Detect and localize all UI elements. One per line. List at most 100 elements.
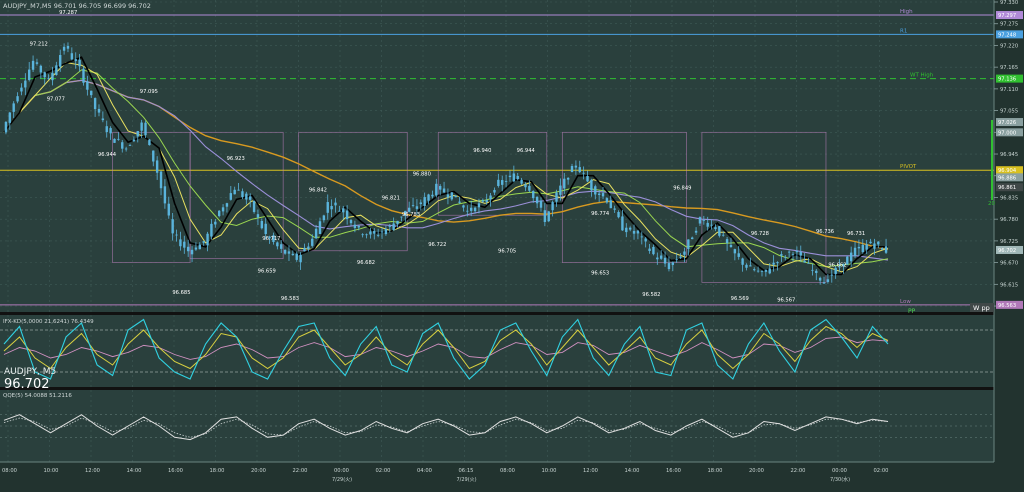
candle-body xyxy=(679,256,682,258)
candle-body xyxy=(830,274,833,276)
candle-body xyxy=(880,248,884,250)
time-tick-label: 00:00 xyxy=(832,468,847,474)
candle-body xyxy=(628,227,632,230)
candle-body xyxy=(233,189,236,195)
candle-body xyxy=(334,202,337,206)
candle-body xyxy=(140,122,143,131)
candle-body xyxy=(694,230,698,233)
candle-body xyxy=(198,244,201,250)
price-tick-label: 97.055 xyxy=(1000,109,1018,115)
candle-body xyxy=(861,244,864,253)
candle-body xyxy=(124,148,128,150)
candle-body xyxy=(268,236,271,239)
candle-body xyxy=(838,266,841,268)
candle-body xyxy=(706,222,709,227)
time-axis[interactable] xyxy=(0,462,994,492)
candle-body xyxy=(303,247,306,252)
candle-body xyxy=(760,270,764,272)
candle-body xyxy=(753,269,756,271)
price-tick-label: 97.275 xyxy=(1000,22,1018,28)
ma-violet-line xyxy=(3,79,889,261)
price-tick-label: 96.835 xyxy=(1000,195,1018,201)
price-tag-box xyxy=(996,166,1023,175)
price-tags: 97.29797.24897.13697.02697.00096.90496.8… xyxy=(996,11,1023,309)
price-annotation: 96.659 xyxy=(258,268,276,274)
date-label: 7/30(水) xyxy=(830,476,850,483)
time-tick-label: 02:00 xyxy=(874,468,889,474)
price-annotation: 96.736 xyxy=(816,229,834,235)
pane-separator-1[interactable] xyxy=(0,312,994,315)
price-tag-box xyxy=(996,173,1023,182)
candle-body xyxy=(621,216,624,231)
candle-body xyxy=(97,108,101,113)
candle-body xyxy=(55,65,58,75)
candle-body xyxy=(873,243,876,249)
price-tick-label: 96.780 xyxy=(1000,217,1018,223)
wpp-label: W pp xyxy=(973,304,990,312)
candle-body xyxy=(578,167,581,173)
date-label: 7/29(火) xyxy=(457,477,477,483)
price-tag-box xyxy=(996,183,1023,192)
date-label: 7/29(火) xyxy=(332,477,352,483)
candle-body xyxy=(749,265,752,267)
candle-body xyxy=(512,173,516,182)
price-tag-box xyxy=(996,74,1023,83)
candle-body xyxy=(373,230,376,234)
price-annotation: 97.212 xyxy=(30,41,48,47)
candle-body xyxy=(462,205,465,208)
symbol-label: AUDJPY, M5 xyxy=(4,367,56,377)
price-annotation: 96.728 xyxy=(751,231,769,237)
candle-body xyxy=(396,220,399,224)
candle-body xyxy=(24,80,27,88)
candle-body xyxy=(326,202,329,213)
candle-body xyxy=(772,262,775,265)
candle-body xyxy=(884,246,888,253)
moving-averages xyxy=(3,56,889,276)
osc-pink-line xyxy=(3,336,889,360)
candle-body xyxy=(605,198,609,203)
price-tag-label: 96.886 xyxy=(998,175,1016,181)
price-annotation: 97.095 xyxy=(140,89,158,95)
candle-body xyxy=(342,208,345,213)
price-tag-label: 96.904 xyxy=(998,168,1017,174)
price-tick-label: 97.165 xyxy=(1000,65,1018,71)
candle-body xyxy=(702,220,706,222)
candle-body xyxy=(241,191,244,198)
time-tick-label: 16:00 xyxy=(666,468,681,474)
candle-body xyxy=(636,230,640,234)
candle-body xyxy=(171,219,174,234)
candle-body xyxy=(62,46,66,51)
price-tag-label: 96.702 xyxy=(998,248,1016,254)
time-tick-label: 18:00 xyxy=(708,468,723,474)
time-tick-label: 10:00 xyxy=(542,468,557,474)
range-bar-label: 20 xyxy=(988,201,995,207)
candle-body xyxy=(877,241,880,245)
candle-body xyxy=(117,138,120,140)
candle-body xyxy=(66,45,70,49)
candle-body xyxy=(225,203,229,207)
candle-body xyxy=(12,103,15,112)
candle-body xyxy=(489,195,492,200)
candle-body xyxy=(799,251,802,256)
candle-body xyxy=(737,253,740,257)
candle-body xyxy=(206,233,209,246)
candle-body xyxy=(559,185,562,195)
candle-body xyxy=(8,112,12,123)
candle-body xyxy=(807,262,810,264)
candle-body xyxy=(551,202,554,211)
wpp-tag-box xyxy=(970,303,994,312)
range-box xyxy=(298,131,408,252)
candle-body xyxy=(722,234,725,236)
qqe-main-line xyxy=(3,414,889,441)
range-boxes xyxy=(112,131,827,283)
pane-separator-2[interactable] xyxy=(0,387,994,390)
candle-body xyxy=(28,69,31,81)
candle-body xyxy=(121,142,124,149)
price-annotation: 96.583 xyxy=(281,296,299,302)
candle-body xyxy=(849,252,853,262)
price-annotation: 96.940 xyxy=(473,148,491,154)
candle-body xyxy=(93,98,97,110)
candle-body xyxy=(314,228,318,239)
